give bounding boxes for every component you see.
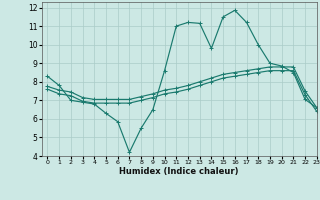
X-axis label: Humidex (Indice chaleur): Humidex (Indice chaleur) [119, 167, 239, 176]
